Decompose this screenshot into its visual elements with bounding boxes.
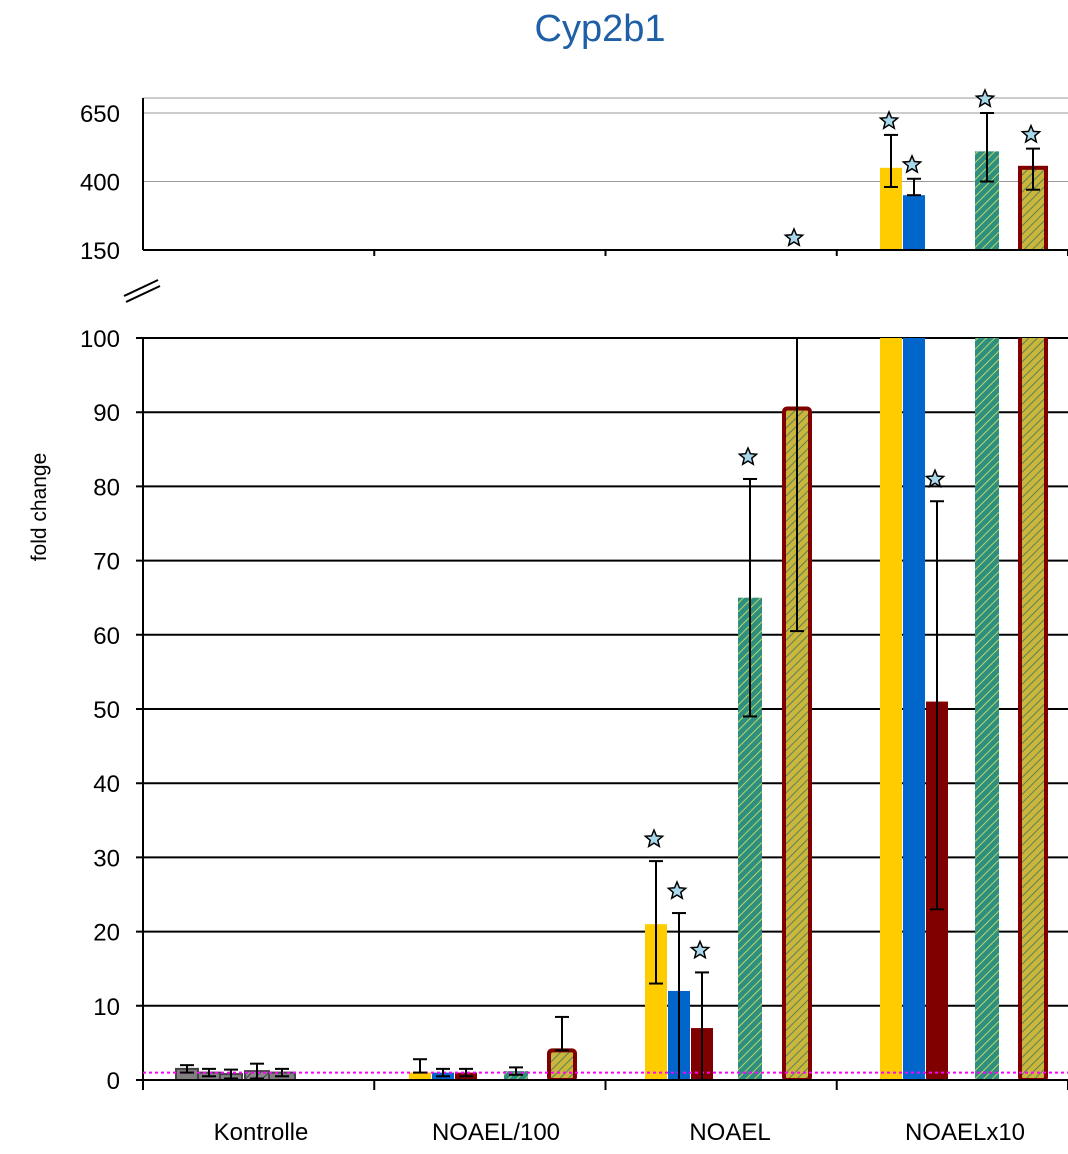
x-tick-label: NOAEL/100 <box>432 1119 560 1146</box>
bar <box>547 1048 577 1080</box>
y-tick-label: 0 <box>107 1068 120 1095</box>
y-tick-label: 10 <box>93 994 120 1021</box>
axis-break-mark <box>125 285 161 303</box>
y-tick-label: 80 <box>93 474 120 501</box>
bar <box>880 167 902 250</box>
bar <box>903 195 925 250</box>
y-tick-label: 100 <box>80 326 120 353</box>
chart-title: Cyp2b1 <box>534 8 666 50</box>
y-tick-label: 40 <box>93 771 120 798</box>
y-tick-label: 150 <box>80 238 120 265</box>
bar <box>1018 338 1048 1080</box>
significance-star <box>643 828 665 849</box>
significance-star <box>783 227 805 247</box>
x-tick-label: NOAEL <box>689 1119 770 1146</box>
y-tick-label: 30 <box>93 845 120 872</box>
axis-break-mark <box>123 279 159 297</box>
y-tick-label: 20 <box>93 920 120 947</box>
significance-star <box>901 153 923 174</box>
bar <box>645 924 667 1080</box>
y-tick-label: 70 <box>93 549 120 576</box>
significance-star <box>689 939 711 960</box>
bar <box>975 338 999 1080</box>
y-tick-label: 650 <box>80 101 120 128</box>
x-tick-label: Kontrolle <box>214 1119 309 1146</box>
y-tick-label: 400 <box>80 170 120 197</box>
y-tick-label: 50 <box>93 697 120 724</box>
significance-star <box>878 109 900 130</box>
bar <box>880 338 902 1080</box>
bar <box>903 338 925 1080</box>
y-tick-label: 60 <box>93 623 120 650</box>
y-tick-label: 90 <box>93 400 120 427</box>
bar <box>409 1072 431 1080</box>
significance-star <box>1020 123 1042 144</box>
significance-star <box>974 88 996 108</box>
x-tick-label: NOAELx10 <box>905 1119 1025 1146</box>
significance-star <box>666 880 688 900</box>
significance-star <box>924 468 946 489</box>
significance-star <box>737 446 759 466</box>
